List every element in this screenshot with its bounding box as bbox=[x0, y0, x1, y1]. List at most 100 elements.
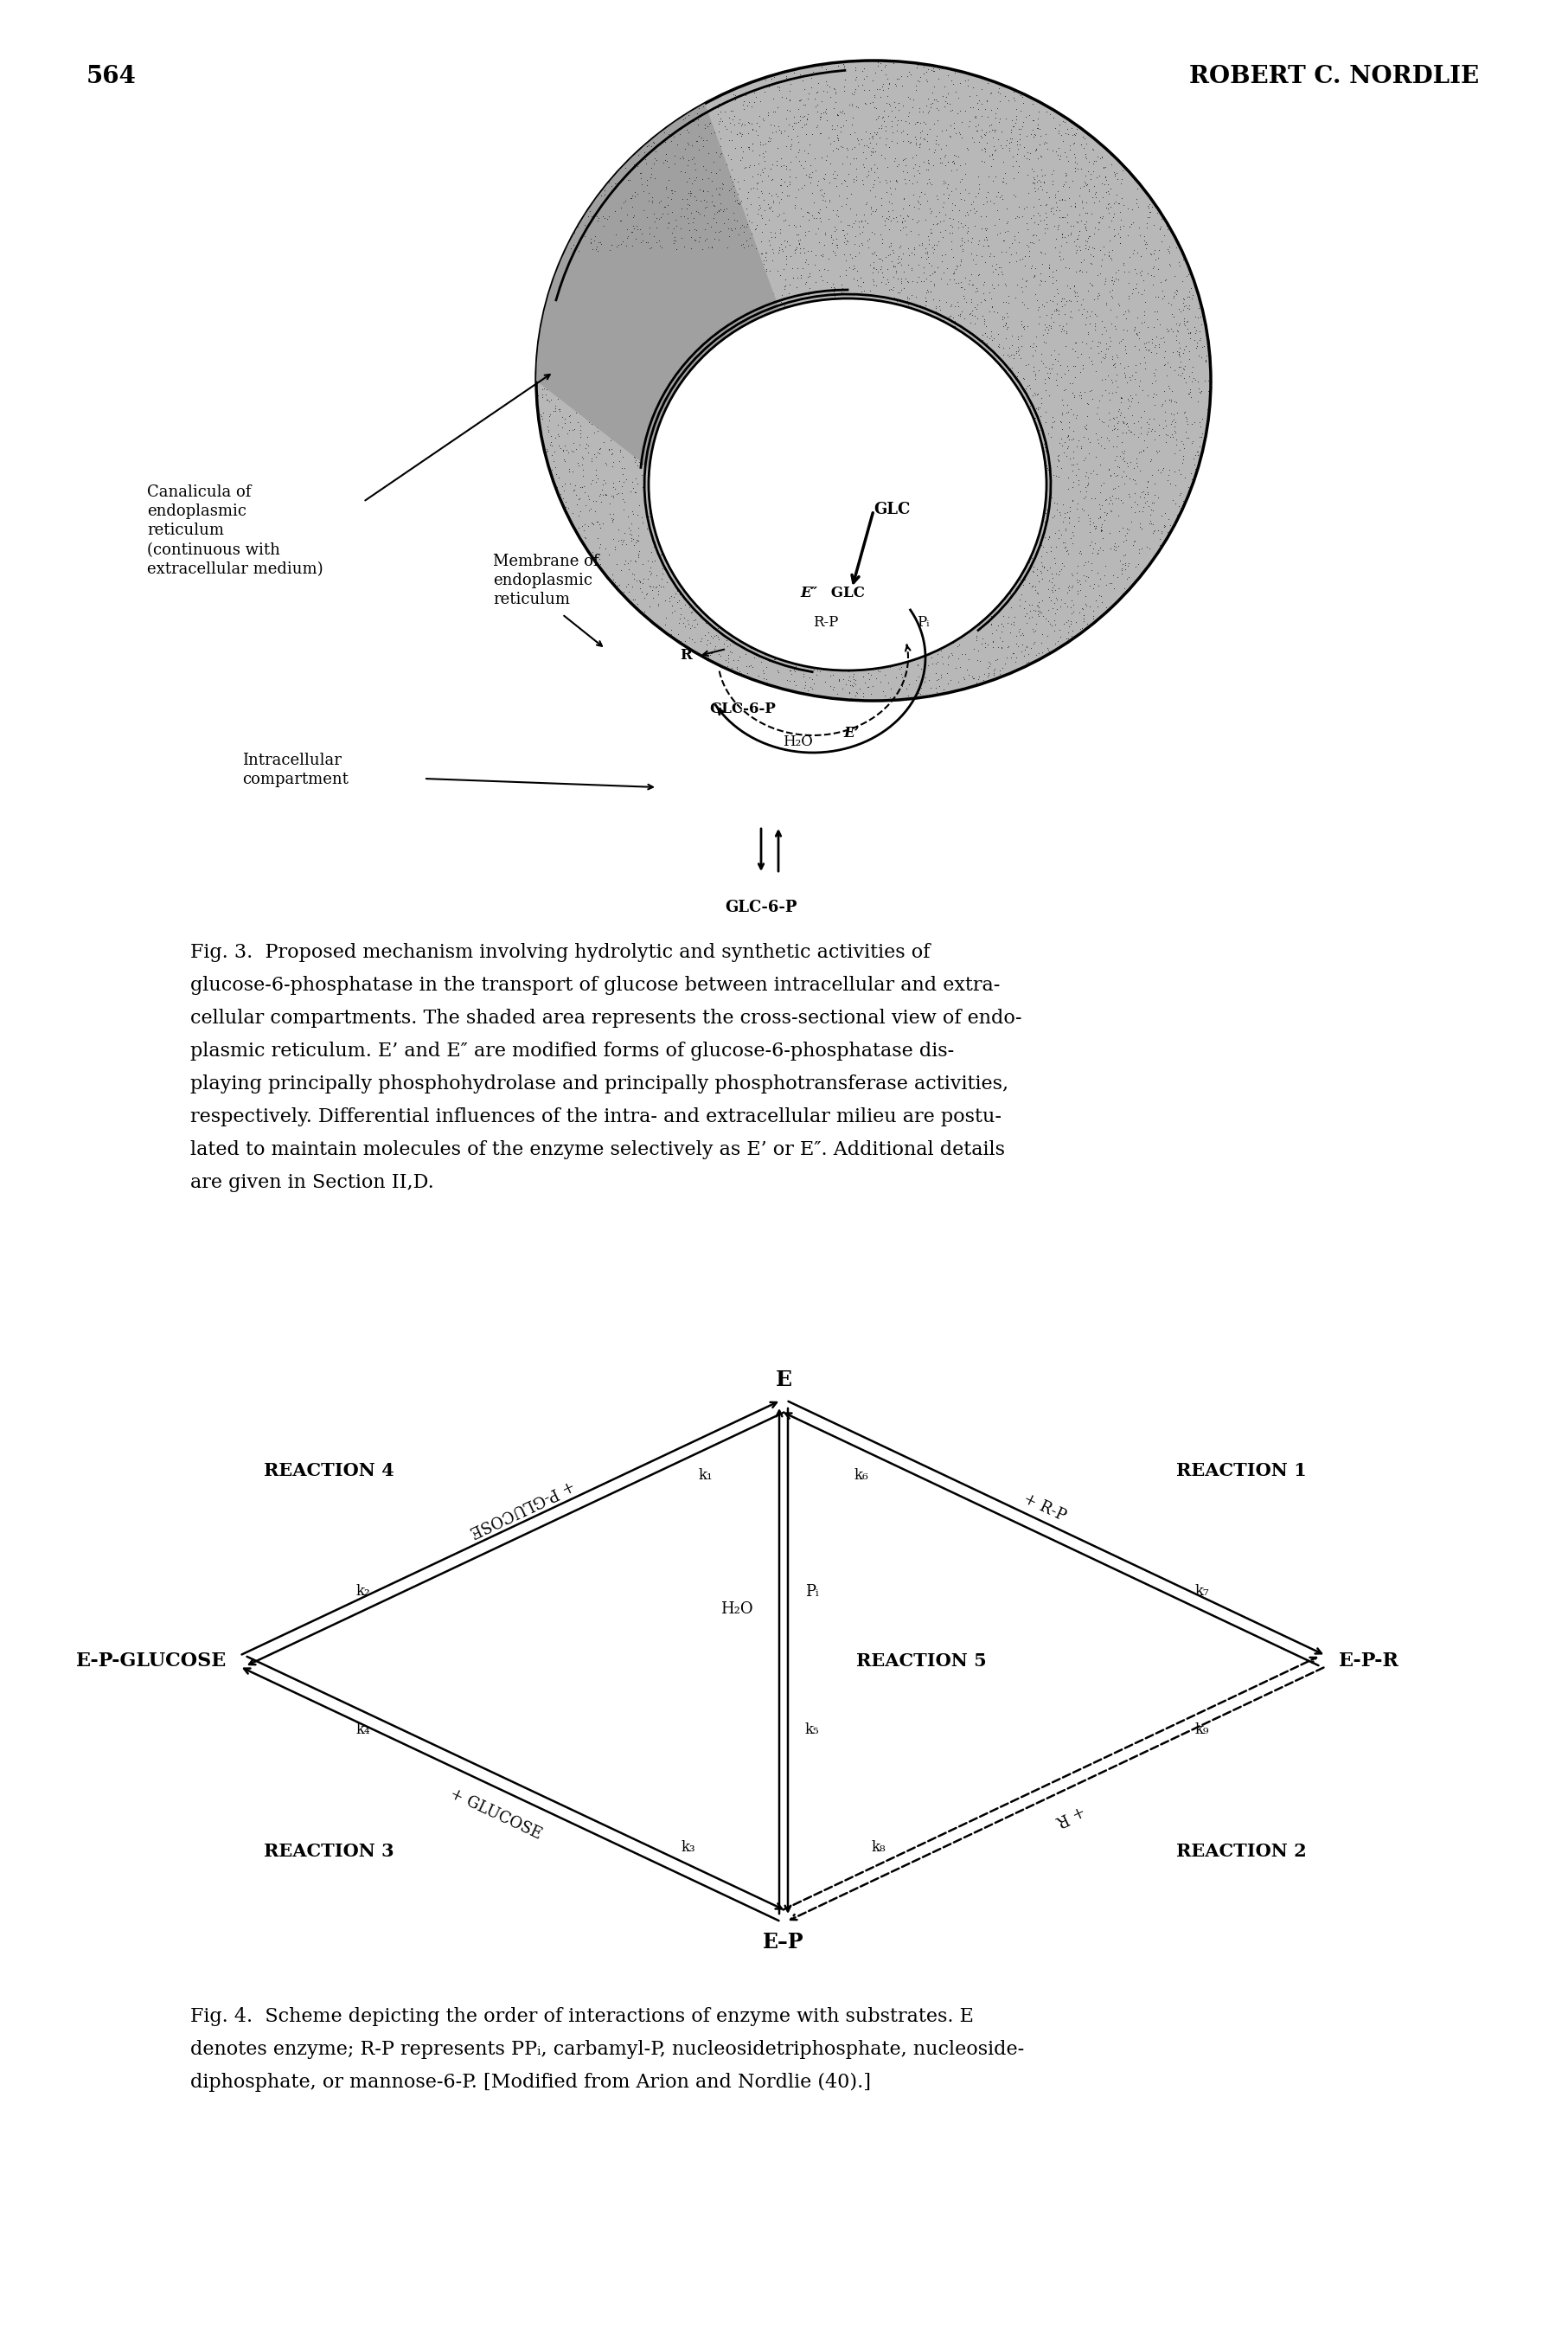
Point bbox=[1063, 323, 1088, 361]
Point bbox=[1143, 351, 1168, 389]
Point bbox=[1066, 499, 1091, 536]
Point bbox=[903, 119, 928, 157]
Point bbox=[971, 620, 996, 658]
Point bbox=[1096, 452, 1121, 489]
Point bbox=[822, 89, 847, 126]
Point bbox=[1099, 339, 1124, 377]
Point bbox=[662, 578, 687, 616]
Text: + R: + R bbox=[1054, 1800, 1088, 1828]
Point bbox=[1060, 592, 1085, 630]
Point bbox=[754, 660, 779, 698]
Point bbox=[1118, 361, 1143, 398]
Point bbox=[1190, 414, 1215, 452]
Point bbox=[1165, 393, 1190, 431]
Point bbox=[728, 171, 753, 208]
Point bbox=[1145, 433, 1170, 471]
Point bbox=[930, 218, 955, 255]
Point bbox=[1115, 382, 1140, 419]
Point bbox=[1187, 428, 1212, 466]
Point bbox=[637, 229, 662, 267]
Point bbox=[685, 243, 710, 281]
Point bbox=[861, 169, 886, 206]
Point bbox=[707, 136, 732, 173]
Point bbox=[826, 258, 851, 295]
Point bbox=[985, 641, 1010, 679]
Point bbox=[740, 157, 765, 194]
Point bbox=[643, 159, 668, 197]
Point bbox=[1152, 346, 1178, 384]
Point bbox=[1116, 382, 1142, 419]
Point bbox=[933, 110, 958, 147]
Point bbox=[718, 648, 743, 686]
Point bbox=[674, 164, 699, 201]
Point bbox=[676, 602, 701, 639]
Point bbox=[1082, 281, 1107, 318]
Point bbox=[1027, 166, 1052, 204]
Point bbox=[811, 178, 836, 215]
Point bbox=[756, 94, 781, 131]
Point bbox=[1140, 410, 1165, 447]
Point bbox=[704, 171, 729, 208]
Point bbox=[1068, 531, 1093, 569]
Point bbox=[812, 159, 837, 197]
Point bbox=[1132, 297, 1157, 335]
Point bbox=[618, 272, 643, 309]
Point bbox=[726, 215, 751, 253]
Point bbox=[1068, 232, 1093, 269]
Point bbox=[969, 297, 994, 335]
Point bbox=[637, 126, 662, 164]
Point bbox=[699, 634, 724, 672]
Point bbox=[1076, 384, 1101, 421]
Point bbox=[1143, 241, 1168, 279]
Point bbox=[892, 147, 917, 185]
Point bbox=[1131, 431, 1156, 468]
Point bbox=[1174, 400, 1200, 438]
Point bbox=[702, 255, 728, 293]
Point bbox=[644, 349, 670, 386]
Point bbox=[938, 660, 963, 698]
Point bbox=[820, 122, 845, 159]
Point bbox=[1033, 87, 1058, 124]
Point bbox=[975, 98, 1000, 136]
Point bbox=[768, 225, 793, 262]
Point bbox=[808, 199, 833, 236]
Point bbox=[546, 405, 571, 442]
Point bbox=[638, 361, 663, 398]
Point bbox=[635, 559, 660, 597]
Point bbox=[1091, 150, 1116, 187]
Point bbox=[920, 49, 946, 87]
Point bbox=[933, 194, 958, 232]
Point bbox=[936, 199, 961, 236]
Point bbox=[643, 386, 668, 424]
Point bbox=[859, 194, 884, 232]
Point bbox=[808, 222, 833, 260]
Point bbox=[688, 183, 713, 220]
Point bbox=[1107, 192, 1132, 229]
Point bbox=[889, 56, 914, 94]
Point bbox=[543, 372, 568, 410]
Point bbox=[797, 155, 822, 192]
Point bbox=[626, 531, 651, 569]
Point bbox=[751, 660, 776, 698]
Point bbox=[820, 679, 845, 716]
Point bbox=[804, 73, 829, 110]
Point bbox=[670, 190, 695, 227]
Point bbox=[1010, 316, 1035, 353]
Point bbox=[909, 225, 935, 262]
Point bbox=[684, 180, 709, 218]
Point bbox=[618, 515, 643, 552]
Point bbox=[659, 117, 684, 155]
Point bbox=[795, 194, 820, 232]
Point bbox=[831, 49, 856, 87]
Point bbox=[630, 438, 655, 475]
Point bbox=[1178, 318, 1203, 356]
Point bbox=[1002, 604, 1027, 641]
Point bbox=[770, 276, 795, 314]
Point bbox=[1058, 208, 1083, 246]
Point bbox=[660, 258, 685, 295]
Point bbox=[1079, 267, 1104, 304]
Point bbox=[889, 42, 914, 80]
Point bbox=[695, 260, 720, 297]
Point bbox=[858, 124, 883, 162]
Point bbox=[681, 602, 706, 639]
